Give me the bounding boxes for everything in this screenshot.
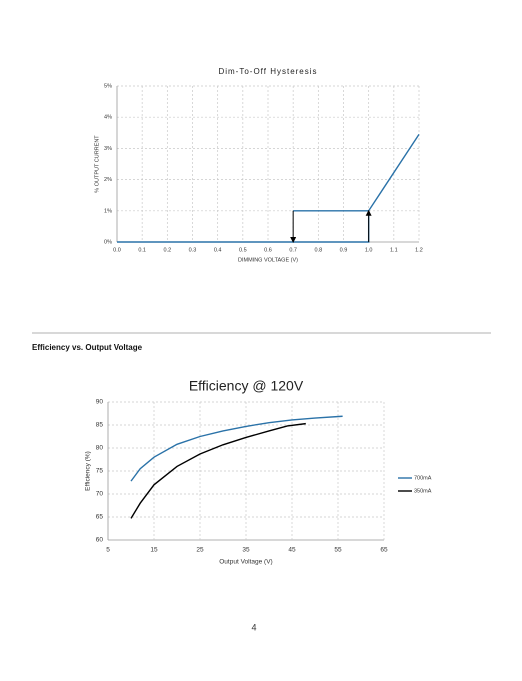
y-tick-label: 4% — [104, 115, 112, 121]
x-tick-label: 0.8 — [315, 247, 323, 253]
x-tick-label: 45 — [288, 547, 296, 554]
y-tick-label: 65 — [96, 514, 104, 521]
y-axis-label: Efficiency (%) — [85, 451, 92, 491]
x-tick-label: 5 — [106, 547, 110, 554]
y-tick-label: 5% — [104, 83, 112, 89]
y-tick-label: 60 — [96, 537, 104, 544]
y-tick-label: 85 — [96, 422, 104, 429]
x-tick-label: 0.0 — [113, 247, 121, 253]
x-tick-label: 0.2 — [164, 247, 172, 253]
x-tick-label: 55 — [334, 547, 342, 554]
y-tick-label: 90 — [96, 399, 104, 406]
x-tick-label: 0.7 — [289, 247, 297, 253]
x-tick-label: 0.3 — [189, 247, 197, 253]
x-axis-label: Output Voltage (V) — [219, 559, 272, 566]
x-tick-label: 1.2 — [415, 247, 423, 253]
y-axis-label: % OUTPUT CURRENT — [94, 135, 100, 193]
x-tick-label: 0.9 — [340, 247, 348, 253]
x-tick-label: 0.4 — [214, 247, 222, 253]
x-tick-label: 0.6 — [264, 247, 272, 253]
y-tick-label: 75 — [96, 468, 104, 475]
section-title: Efficiency vs. Output Voltage — [32, 343, 143, 352]
chart-title: Efficiency @ 120V — [189, 378, 304, 394]
y-tick-label: 1% — [104, 208, 112, 214]
x-tick-label: 65 — [380, 547, 388, 554]
y-tick-label: 70 — [96, 491, 104, 498]
y-tick-label: 3% — [104, 146, 112, 152]
y-tick-label: 0% — [104, 239, 112, 245]
series-line — [130, 415, 343, 482]
x-tick-label: 1.0 — [365, 247, 373, 253]
legend-label: 700mA — [414, 475, 432, 481]
x-tick-label: 15 — [150, 547, 158, 554]
page-number: 4 — [251, 622, 256, 632]
x-tick-label: 35 — [242, 547, 250, 554]
x-tick-label: 0.5 — [239, 247, 247, 253]
x-tick-label: 0.1 — [138, 247, 146, 253]
chart-title: Dim-To-Off Hysteresis — [218, 67, 317, 76]
x-tick-label: 25 — [196, 547, 204, 554]
series-line — [130, 422, 306, 519]
x-axis-label: DIMMING VOLTAGE (V) — [238, 257, 298, 263]
y-tick-label: 80 — [96, 445, 104, 452]
legend-label: 350mA — [414, 488, 432, 494]
y-tick-label: 2% — [104, 177, 112, 183]
x-tick-label: 1.1 — [390, 247, 398, 253]
